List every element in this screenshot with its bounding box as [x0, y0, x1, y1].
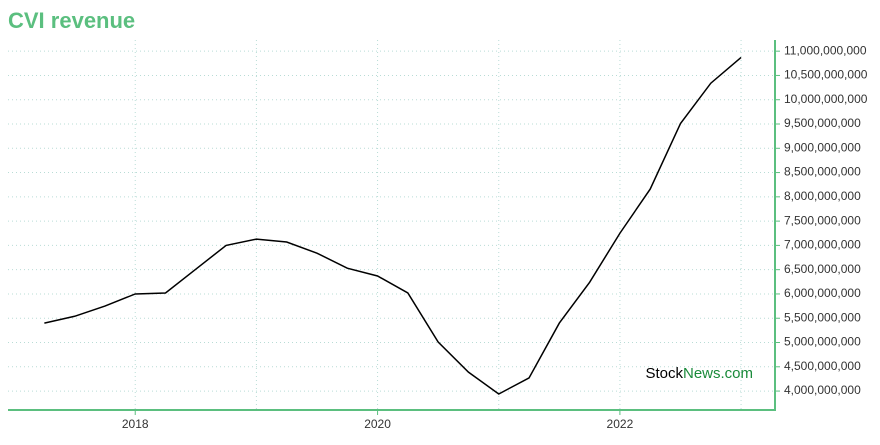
y-tick-label: 5,000,000,000	[784, 335, 861, 349]
y-tick-label: 4,000,000,000	[784, 383, 861, 397]
chart-title: CVI revenue	[8, 8, 135, 33]
watermark-part: Stock	[645, 365, 683, 382]
y-tick-label: 7,000,000,000	[784, 238, 861, 252]
watermark-part: News.com	[683, 365, 753, 382]
y-tick-label: 4,500,000,000	[784, 359, 861, 373]
y-tick-label: 7,500,000,000	[784, 213, 861, 227]
y-tick-label: 8,500,000,000	[784, 165, 861, 179]
y-tick-label: 6,000,000,000	[784, 286, 861, 300]
x-tick-label: 2020	[364, 417, 391, 431]
y-tick-label: 11,000,000,000	[784, 43, 867, 57]
y-tick-label: 10,000,000,000	[784, 92, 868, 106]
y-tick-label: 8,000,000,000	[784, 189, 861, 203]
y-tick-label: 9,000,000,000	[784, 140, 861, 154]
x-tick-label: 2022	[607, 417, 634, 431]
line	[44, 56, 742, 395]
watermark: StockNews.com	[645, 365, 753, 382]
y-tick-label: 9,500,000,000	[784, 116, 861, 130]
x-tick-label: 2018	[122, 417, 149, 431]
y-tick-label: 10,500,000,000	[784, 68, 868, 82]
y-tick-label: 5,500,000,000	[784, 310, 861, 324]
y-tick-label: 6,500,000,000	[784, 262, 861, 276]
